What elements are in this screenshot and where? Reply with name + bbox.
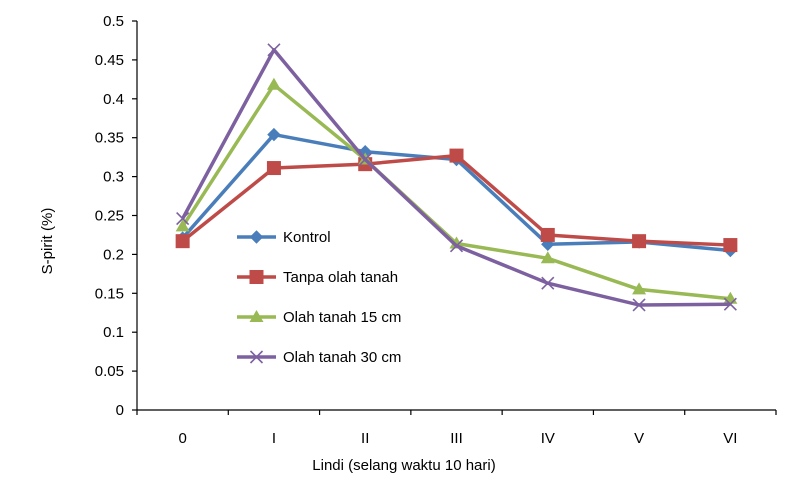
x-marker-stroke (632, 298, 646, 312)
x-axis-title: Lindi (selang waktu 10 hari) (312, 457, 495, 474)
legend-entry: Olah tanah 15 cm (237, 309, 401, 326)
legend-label: Tanpa olah tanah (283, 269, 398, 286)
legend-marker (249, 230, 264, 244)
x-tick-label: III (450, 430, 463, 447)
data-point (267, 127, 281, 142)
series-olah-tanah-15-cm (175, 77, 738, 304)
x-marker-stroke (358, 152, 372, 167)
series-olah-tanah-30-cm (176, 43, 737, 312)
x-marker-stroke (249, 350, 264, 364)
y-tick-label: 0.5 (103, 13, 124, 30)
y-tick-label: 0.05 (95, 363, 124, 380)
x-tick-label: 0 (178, 430, 186, 447)
data-point (266, 77, 281, 90)
x-marker-stroke (541, 276, 555, 290)
data-point (176, 212, 190, 226)
data-point (632, 282, 647, 295)
x-marker-stroke (723, 297, 737, 311)
x-marker-stroke (176, 212, 190, 226)
x-tick-label: I (272, 430, 276, 447)
legend-entry: Tanpa olah tanah (237, 269, 398, 286)
axes: 00.050.10.150.20.250.30.350.40.450.50 I II… (95, 13, 777, 447)
legend-marker (249, 350, 264, 364)
legend-entry: Kontrol (237, 229, 331, 246)
legend-entry: Olah tanah 30 cm (237, 349, 401, 366)
data-point (449, 239, 464, 253)
data-point (540, 251, 555, 264)
x-tick-label: V (634, 430, 644, 447)
legend-label: Kontrol (283, 229, 331, 246)
x-marker-stroke (449, 239, 464, 253)
data-point (449, 148, 464, 163)
y-tick-label: 0.4 (103, 91, 124, 108)
y-tick-label: 0 (116, 402, 124, 419)
data-point (632, 234, 647, 249)
x-marker-stroke (267, 43, 281, 57)
data-point (266, 161, 281, 176)
x-tick-label: IV (541, 430, 555, 447)
data-point (541, 276, 555, 290)
legend-label: Olah tanah 30 cm (283, 349, 401, 366)
y-tick-label: 0.2 (103, 246, 124, 263)
y-tick-label: 0.3 (103, 169, 124, 186)
data-point (267, 43, 281, 57)
x-tick-label: VI (723, 430, 737, 447)
y-axis-title: S-pirit (%) (39, 208, 56, 275)
legend-marker (249, 270, 264, 284)
series-line (181, 83, 731, 301)
data-point (632, 298, 646, 312)
legend-label: Olah tanah 15 cm (283, 309, 401, 326)
x-tick-label: II (361, 430, 369, 447)
y-tick-label: 0.45 (95, 52, 124, 69)
data-point (175, 219, 190, 232)
legend: Kontrol Tanpa olah tanah Olah tanah 15 cm O… (237, 229, 401, 366)
y-tick-label: 0.25 (95, 208, 124, 225)
y-tick-label: 0.15 (95, 285, 124, 302)
data-point (723, 297, 737, 311)
y-tick-label: 0.1 (103, 324, 124, 341)
y-tick-label: 0.35 (95, 130, 124, 147)
data-point (540, 227, 555, 242)
legend-marker (249, 310, 264, 322)
series-layer (175, 43, 738, 312)
data-point (358, 152, 372, 167)
data-point (723, 238, 738, 253)
series-line (181, 153, 731, 247)
data-point (175, 234, 190, 249)
